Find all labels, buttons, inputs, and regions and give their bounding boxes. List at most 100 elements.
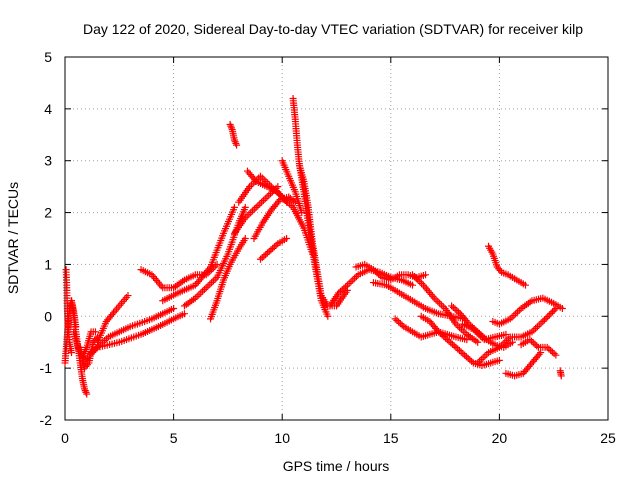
- data-point: [452, 343, 460, 351]
- data-point: [433, 326, 441, 334]
- series-track-10: [159, 203, 238, 305]
- x-tick-label: 15: [383, 430, 399, 446]
- data-point: [254, 202, 262, 210]
- series-track-26: [417, 312, 503, 370]
- data-point: [537, 319, 545, 327]
- data-point: [83, 354, 91, 362]
- data-point: [533, 323, 541, 331]
- data-point: [259, 196, 267, 204]
- data-point: [275, 197, 283, 205]
- data-point: [265, 247, 273, 255]
- y-tick-label: -2: [40, 412, 53, 428]
- data-point: [479, 354, 487, 362]
- y-tick-label: 2: [44, 205, 52, 221]
- data-point: [256, 200, 264, 208]
- series-track-17: [250, 193, 299, 242]
- series-track-33: [517, 336, 560, 359]
- data-point: [230, 203, 238, 211]
- data-point: [548, 348, 556, 356]
- data-point: [449, 303, 457, 311]
- data-point: [409, 281, 417, 289]
- axis-ticks: 0 5 10 15 20 25 -2 -1 0 1 2 3 4 5: [40, 49, 616, 446]
- data-point: [459, 350, 467, 358]
- data-point: [535, 350, 543, 358]
- data-point: [450, 342, 458, 350]
- data-point: [202, 284, 210, 292]
- series-track-22: [326, 266, 417, 310]
- data-point: [521, 281, 529, 289]
- data-point: [448, 302, 456, 310]
- data-point: [206, 280, 214, 288]
- data-point: [552, 351, 560, 359]
- data-point: [436, 299, 444, 307]
- series-track-23: [352, 260, 430, 284]
- data-point: [396, 320, 404, 328]
- data-point: [393, 316, 401, 324]
- data-point: [457, 348, 465, 356]
- data-point: [454, 322, 462, 330]
- data-point: [542, 314, 550, 322]
- data-point: [261, 195, 269, 203]
- series-track-34: [556, 367, 565, 380]
- data-point: [539, 317, 547, 325]
- data-point: [283, 235, 291, 242]
- series-track-02: [62, 266, 76, 357]
- data-point: [260, 252, 268, 260]
- data-point: [251, 176, 259, 184]
- y-tick-label: 3: [44, 153, 52, 169]
- y-tick-label: 1: [44, 256, 52, 272]
- data-point: [466, 356, 474, 364]
- data-point: [533, 342, 541, 350]
- data-point: [247, 181, 255, 189]
- data-point: [558, 305, 566, 313]
- data-point: [258, 254, 266, 262]
- data-point: [258, 174, 266, 182]
- data-point: [250, 205, 258, 213]
- data-point: [82, 356, 90, 363]
- data-point: [496, 266, 504, 274]
- y-axis-label: SDTVAR / TECUs: [5, 182, 21, 294]
- data-point: [204, 282, 212, 290]
- data-point: [256, 172, 264, 180]
- grid-lines: [65, 57, 608, 420]
- series-track-13: [226, 120, 241, 149]
- x-axis-label: GPS time / hours: [283, 458, 390, 474]
- data-point: [437, 301, 445, 309]
- data-point: [110, 309, 118, 317]
- data-point: [457, 325, 465, 333]
- data-point: [298, 209, 306, 217]
- series-track-29: [485, 242, 529, 289]
- y-tick-label: 5: [44, 49, 52, 65]
- data-point: [252, 203, 260, 211]
- data-point: [249, 207, 257, 215]
- data-point: [324, 312, 332, 320]
- series-track-19: [278, 157, 306, 217]
- data-point: [464, 354, 472, 362]
- data-point: [230, 136, 238, 144]
- data-points: [61, 94, 566, 398]
- data-point: [544, 313, 552, 321]
- data-point: [263, 249, 271, 257]
- data-point: [439, 303, 447, 311]
- data-point: [274, 183, 282, 191]
- data-point: [540, 316, 548, 324]
- data-point: [233, 141, 241, 149]
- series-track-35: [458, 320, 510, 344]
- series-track-30: [489, 294, 566, 328]
- data-point: [91, 328, 99, 336]
- data-point: [550, 306, 558, 314]
- x-tick-label: 20: [492, 430, 508, 446]
- series-track-31: [474, 305, 560, 367]
- data-point: [231, 138, 239, 146]
- data-point: [528, 337, 536, 345]
- data-point: [418, 279, 426, 287]
- data-point: [200, 285, 208, 293]
- data-point: [270, 243, 278, 251]
- data-point: [227, 122, 235, 130]
- data-point: [81, 387, 89, 395]
- data-point: [232, 139, 240, 147]
- data-point: [68, 349, 76, 357]
- data-point: [83, 390, 91, 398]
- data-point: [395, 318, 403, 326]
- data-point: [349, 276, 357, 284]
